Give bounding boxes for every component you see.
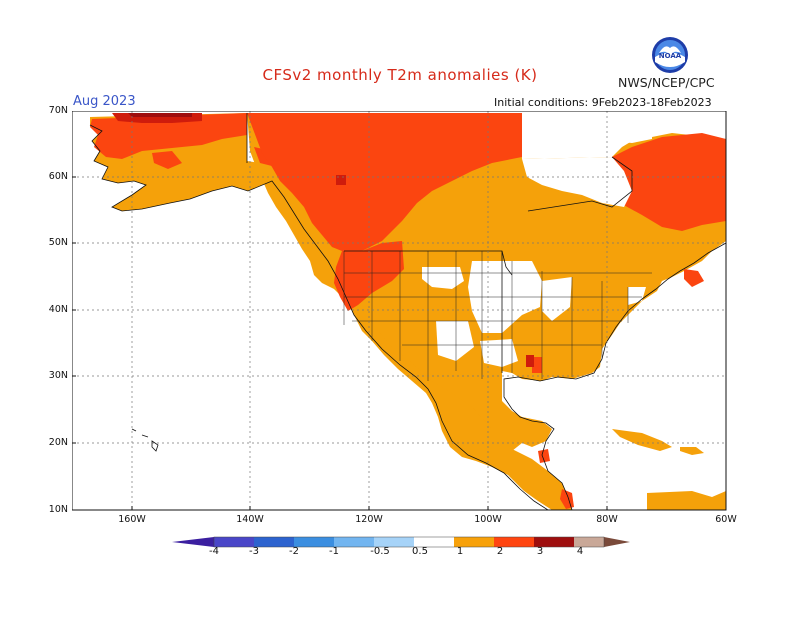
colorbar-label: 3 [536, 546, 544, 557]
forecast-month: Aug 2023 [73, 94, 136, 109]
coastlines [89, 113, 727, 511]
colorbar-bin [534, 537, 574, 547]
colorbar-bin [374, 537, 414, 547]
colorbar-label: 2 [496, 546, 504, 557]
map-frame [72, 111, 727, 511]
anomaly-map [72, 111, 727, 511]
colorbar-label: 1 [456, 546, 464, 557]
initial-conditions: Initial conditions: 9Feb2023-18Feb2023 [494, 96, 712, 109]
noaa-logo-icon: NOAA [652, 37, 688, 73]
lon-label: 160W [118, 514, 146, 525]
colorbar-max-arrow [604, 537, 630, 547]
gridlines [72, 111, 726, 510]
lat-label: 40N [48, 304, 68, 315]
lon-label: 120W [355, 514, 383, 525]
lon-label: 100W [474, 514, 502, 525]
colorbar-bin [494, 537, 534, 547]
svg-text:NOAA: NOAA [659, 52, 682, 60]
lat-label: 60N [48, 171, 68, 182]
colorbar-label: -0.5 [370, 546, 390, 557]
colorbar-bin [414, 537, 454, 547]
lat-label: 30N [48, 370, 68, 381]
lat-label: 20N [48, 437, 68, 448]
anomaly-very-strong-region [128, 113, 192, 117]
organization-label: NWS/NCEP/CPC [618, 75, 715, 90]
colorbar-label: -4 [209, 546, 219, 557]
colorbar-bin [214, 537, 254, 547]
lat-label: 70N [48, 105, 68, 116]
colorbar-label: 4 [576, 546, 584, 557]
lat-label: 50N [48, 237, 68, 248]
colorbar-label: -3 [249, 546, 259, 557]
colorbar-bin [294, 537, 334, 547]
colorbar [172, 536, 630, 548]
state-borders [343, 251, 652, 381]
colorbar-bin [254, 537, 294, 547]
lat-label: 10N [48, 504, 68, 515]
colorbar-bin [334, 537, 374, 547]
colorbar-bin [454, 537, 494, 547]
lon-label: 80W [596, 514, 618, 525]
colorbar-label: -1 [329, 546, 339, 557]
colorbar-min-arrow [172, 537, 214, 547]
lon-label: 140W [236, 514, 264, 525]
colorbar-bin [574, 537, 604, 547]
colorbar-label: -2 [289, 546, 299, 557]
hawaii-islands [131, 428, 159, 452]
lon-label: 60W [715, 514, 737, 525]
colorbar-label: 0.5 [412, 546, 428, 557]
chart-title: CFSv2 monthly T2m anomalies (K) [262, 66, 538, 84]
